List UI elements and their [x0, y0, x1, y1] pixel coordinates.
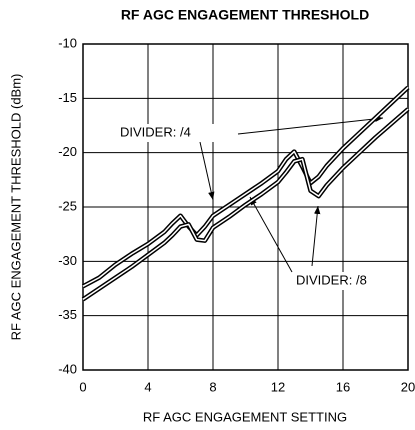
label-bg	[292, 272, 392, 290]
x-tick-label: 20	[401, 379, 415, 394]
x-tick-label: 4	[144, 379, 151, 394]
y-tick-label: -30	[58, 253, 77, 268]
y-tick-label: -10	[58, 35, 77, 50]
y-tick-label: -40	[58, 361, 77, 376]
series-line	[81, 85, 410, 289]
y-tick-label: -20	[58, 144, 77, 159]
x-tick-label: 16	[336, 379, 350, 394]
x-tick-label: 8	[209, 379, 216, 394]
chart-title: RF AGC ENGAGEMENT THRESHOLD	[121, 7, 369, 23]
series-line-inner	[82, 86, 409, 287]
annotation-arrows	[199, 115, 384, 273]
series-line-inner	[82, 108, 409, 300]
x-axis-label: RF AGC ENGAGEMENT SETTING	[143, 409, 347, 424]
y-axis-label: RF AGC ENGAGEMENT THRESHOLD (dBm)	[8, 74, 23, 341]
y-tick-label: -35	[58, 307, 77, 322]
label-bg	[116, 124, 236, 142]
y-tick-label: -15	[58, 90, 77, 105]
annotation: DIVIDER: /4	[120, 124, 191, 139]
x-tick-label: 12	[271, 379, 285, 394]
x-tick-label: 0	[79, 379, 86, 394]
annotation: DIVIDER: /8	[296, 272, 367, 287]
y-tick-label: -25	[58, 198, 77, 213]
